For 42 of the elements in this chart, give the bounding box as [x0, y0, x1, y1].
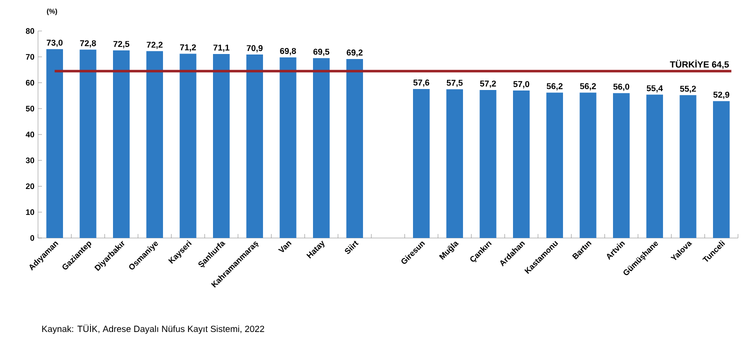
bar [113, 50, 130, 238]
data-label: 57,6 [413, 80, 430, 87]
data-label: 73,0 [46, 40, 63, 47]
data-label: 71,2 [180, 44, 196, 52]
data-label: 72,2 [146, 42, 163, 49]
data-label: 72,8 [80, 40, 96, 48]
bar [413, 88, 430, 238]
bar [713, 101, 730, 238]
text: Kaynak: TÜİK, Adrese Dayalı Nüfus Kayıt Sistemi, 2022 [42, 324, 264, 334]
bar [513, 90, 530, 238]
bar [346, 58, 364, 238]
data-label: 69,2 [346, 50, 363, 57]
data-label: 55,2 [680, 86, 696, 93]
data-label: 57,2 [480, 80, 496, 88]
data-label: 56,2 [580, 83, 596, 90]
data-label: 57,0 [513, 81, 530, 88]
bar [580, 92, 596, 238]
bar [680, 95, 696, 238]
data-label: 57,5 [446, 80, 463, 88]
bar [280, 57, 296, 238]
ref-line-label: TÜRKİYE 64,5 [670, 60, 729, 69]
data-label: 72,5 [113, 40, 130, 48]
bar [246, 54, 264, 238]
bar [80, 50, 96, 238]
data-label: 52,9 [713, 92, 730, 99]
bar [146, 51, 163, 238]
bar [313, 58, 330, 238]
data-label: 70,9 [246, 45, 263, 52]
bar [646, 94, 664, 238]
data-label: 69,5 [313, 48, 330, 56]
bar [46, 49, 63, 238]
data-label: 71,1 [213, 44, 230, 52]
bar [613, 93, 630, 238]
data-label: 56,2 [546, 83, 563, 90]
data-label: 55,4 [646, 85, 663, 92]
bar [546, 92, 564, 238]
bar [480, 90, 496, 238]
data-label: 69,8 [280, 48, 296, 56]
data-label: 56,0 [613, 84, 630, 91]
bar [446, 89, 464, 238]
bar [213, 54, 230, 238]
bar [180, 54, 196, 238]
